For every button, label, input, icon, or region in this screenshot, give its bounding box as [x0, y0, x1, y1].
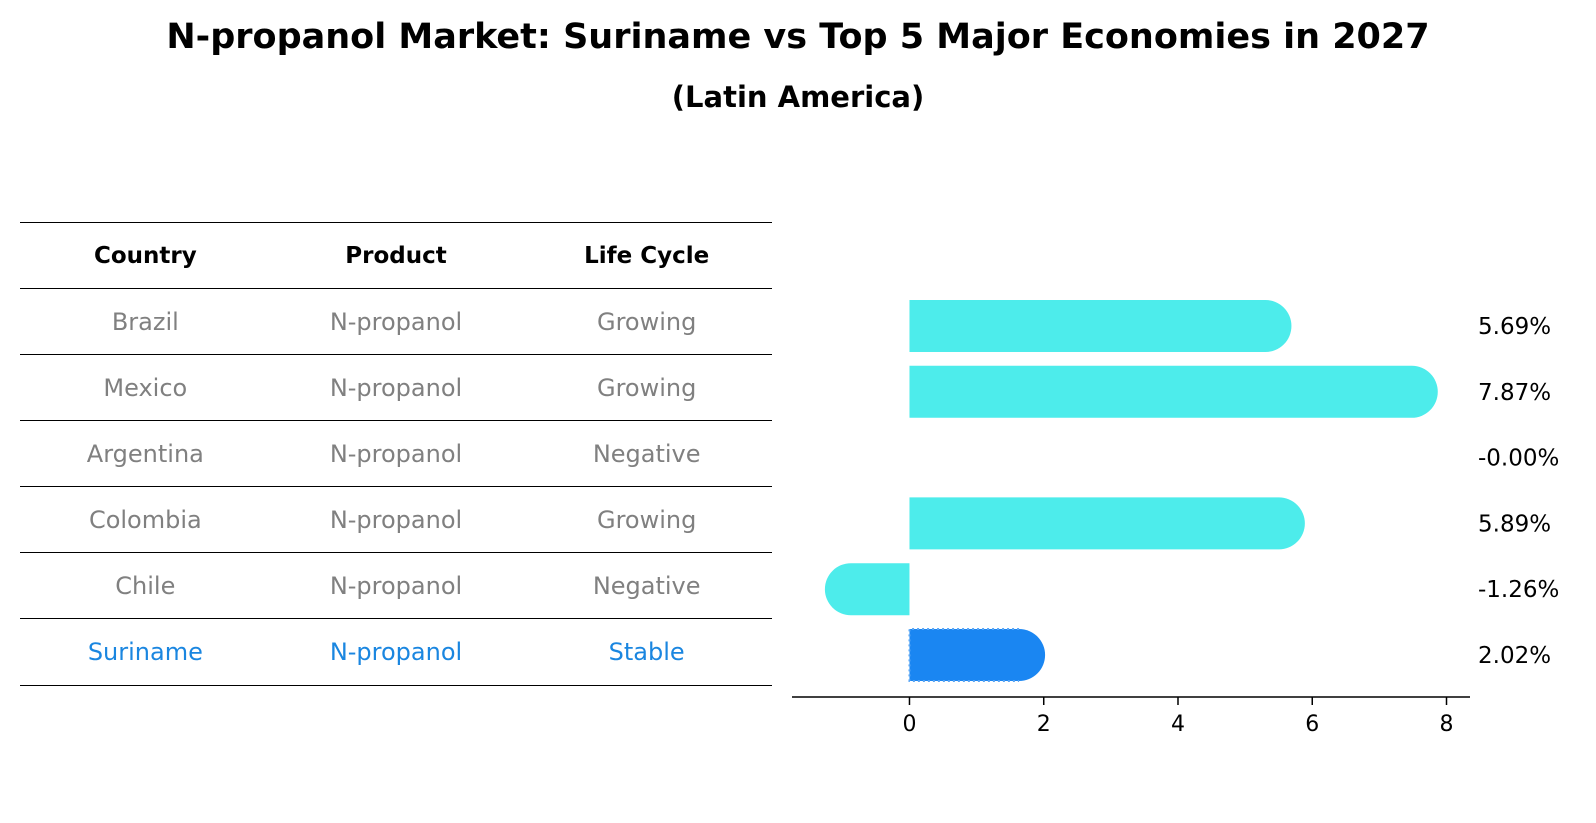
bar-mexico [909, 365, 1438, 418]
cell-country: Argentina [86, 439, 204, 468]
cell-life-cycle: Stable [608, 637, 685, 666]
header-country: Country [93, 242, 197, 269]
x-tick-label: 0 [902, 712, 916, 737]
table-row-highlight: Suriname N-propanol Stable [20, 618, 772, 686]
table-header-row: Country Product Life Cycle [20, 222, 772, 288]
cell-product: N-propanol [329, 307, 463, 336]
bar-colombia [909, 497, 1305, 550]
x-tick-label: 8 [1440, 712, 1454, 737]
value-label: 5.69% [1478, 314, 1551, 340]
value-label: 2.02% [1478, 643, 1551, 669]
cell-country: Brazil [111, 307, 179, 336]
cell-country: Mexico [103, 373, 188, 402]
cell-product: N-propanol [329, 439, 463, 468]
cell-life-cycle: Negative [592, 439, 701, 468]
x-tick-label: 2 [1037, 712, 1051, 737]
header-product: Product [345, 242, 447, 269]
cell-country: Chile [115, 571, 176, 600]
table-row: Chile N-propanol Negative [20, 552, 772, 618]
cell-product: N-propanol [329, 571, 463, 600]
value-label: 7.87% [1478, 380, 1551, 406]
value-label: -1.26% [1478, 577, 1559, 603]
x-tick-label: 6 [1305, 712, 1319, 737]
x-tick-label: 4 [1171, 712, 1185, 737]
table-row: Brazil N-propanol Growing [20, 288, 772, 354]
cell-product: N-propanol [329, 637, 463, 666]
bar-chile [824, 563, 910, 616]
cell-life-cycle: Growing [596, 505, 697, 534]
cell-product: N-propanol [329, 373, 463, 402]
cell-country: Colombia [88, 505, 202, 534]
value-label: 5.89% [1478, 511, 1551, 537]
bar-suriname-outline [908, 628, 1020, 682]
table-row: Argentina N-propanol Negative [20, 420, 772, 486]
bar-suriname [909, 629, 1046, 681]
chart-subtitle: (Latin America) [671, 80, 925, 114]
cell-product: N-propanol [329, 505, 463, 534]
market-table: Country Product Life Cycle Brazil N-prop… [20, 222, 772, 686]
header-life-cycle: Life Cycle [584, 242, 710, 269]
cell-life-cycle: Growing [596, 373, 697, 402]
cell-life-cycle: Growing [596, 307, 697, 336]
cell-country: Suriname [87, 637, 203, 666]
chart-title: N-propanol Market: Suriname vs Top 5 Maj… [166, 17, 1430, 57]
table-row: Mexico N-propanol Growing [20, 354, 772, 420]
cell-life-cycle: Negative [592, 571, 701, 600]
value-label: -0.00% [1478, 446, 1559, 472]
bar-brazil [909, 300, 1292, 352]
table-row: Colombia N-propanol Growing [20, 486, 772, 552]
